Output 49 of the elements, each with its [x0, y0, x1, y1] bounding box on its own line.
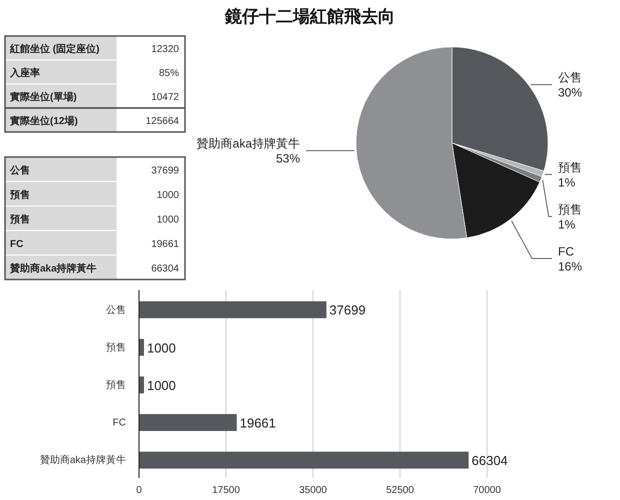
- x-tick-label: 17500: [212, 485, 240, 496]
- x-tick-label: 70000: [473, 485, 502, 496]
- data-label: 66304: [472, 453, 508, 468]
- text: 12320: [151, 44, 179, 55]
- bar: [139, 414, 237, 431]
- x-tick-label: 0: [136, 485, 142, 496]
- data-label: 30%: [558, 86, 582, 100]
- text: 19661: [151, 238, 179, 250]
- bar: [139, 338, 144, 356]
- data-label: 37699: [329, 302, 366, 318]
- text: 10472: [151, 92, 179, 103]
- y-tick-label: 預售: [106, 379, 126, 391]
- bar: [139, 376, 144, 394]
- text: 1000: [156, 190, 179, 201]
- slice-label: 贊助商aka持牌黃牛: [196, 136, 300, 151]
- category-label: 入座率: [9, 67, 40, 79]
- bar: [139, 301, 326, 318]
- data-label: 16%: [558, 259, 582, 274]
- data-label: 1000: [146, 378, 176, 393]
- y-tick-label: 預售: [106, 341, 126, 354]
- text: 125664: [146, 116, 179, 127]
- category-label: FC: [10, 238, 24, 250]
- text: 37699: [151, 165, 179, 176]
- text: 85%: [158, 68, 179, 79]
- slice-label: 公售: [558, 70, 582, 85]
- y-tick-label: FC: [112, 418, 126, 429]
- category-label: 紅館坐位 (固定座位): [9, 43, 100, 55]
- category-label: 實際坐位(單場): [9, 91, 77, 103]
- data-label: 1000: [146, 340, 176, 356]
- data-label: 1%: [558, 217, 576, 232]
- slice-label: FC: [558, 244, 574, 258]
- category-label: 贊助商aka持牌黃牛: [9, 262, 97, 274]
- text: 1000: [156, 214, 179, 226]
- x-tick-label: 52500: [386, 485, 414, 496]
- slice-label: 預售: [558, 202, 582, 216]
- text: 鏡仔十二場紅館飛去向: [224, 7, 395, 26]
- data-label: 19661: [240, 416, 276, 431]
- data-label: 1%: [558, 175, 576, 190]
- category-label: 公售: [9, 164, 30, 176]
- text: 66304: [151, 263, 179, 274]
- slice-label: 預售: [558, 160, 582, 174]
- x-tick-label: 35000: [299, 485, 328, 496]
- category-label: 實際坐位(12場): [9, 115, 78, 127]
- y-tick-label: 公售: [106, 304, 126, 316]
- y-tick-label: 贊助商aka持牌黃牛: [40, 454, 126, 466]
- data-label: 53%: [276, 152, 300, 166]
- category-label: 預售: [9, 213, 30, 226]
- category-label: 預售: [9, 188, 30, 201]
- bar: [139, 452, 469, 469]
